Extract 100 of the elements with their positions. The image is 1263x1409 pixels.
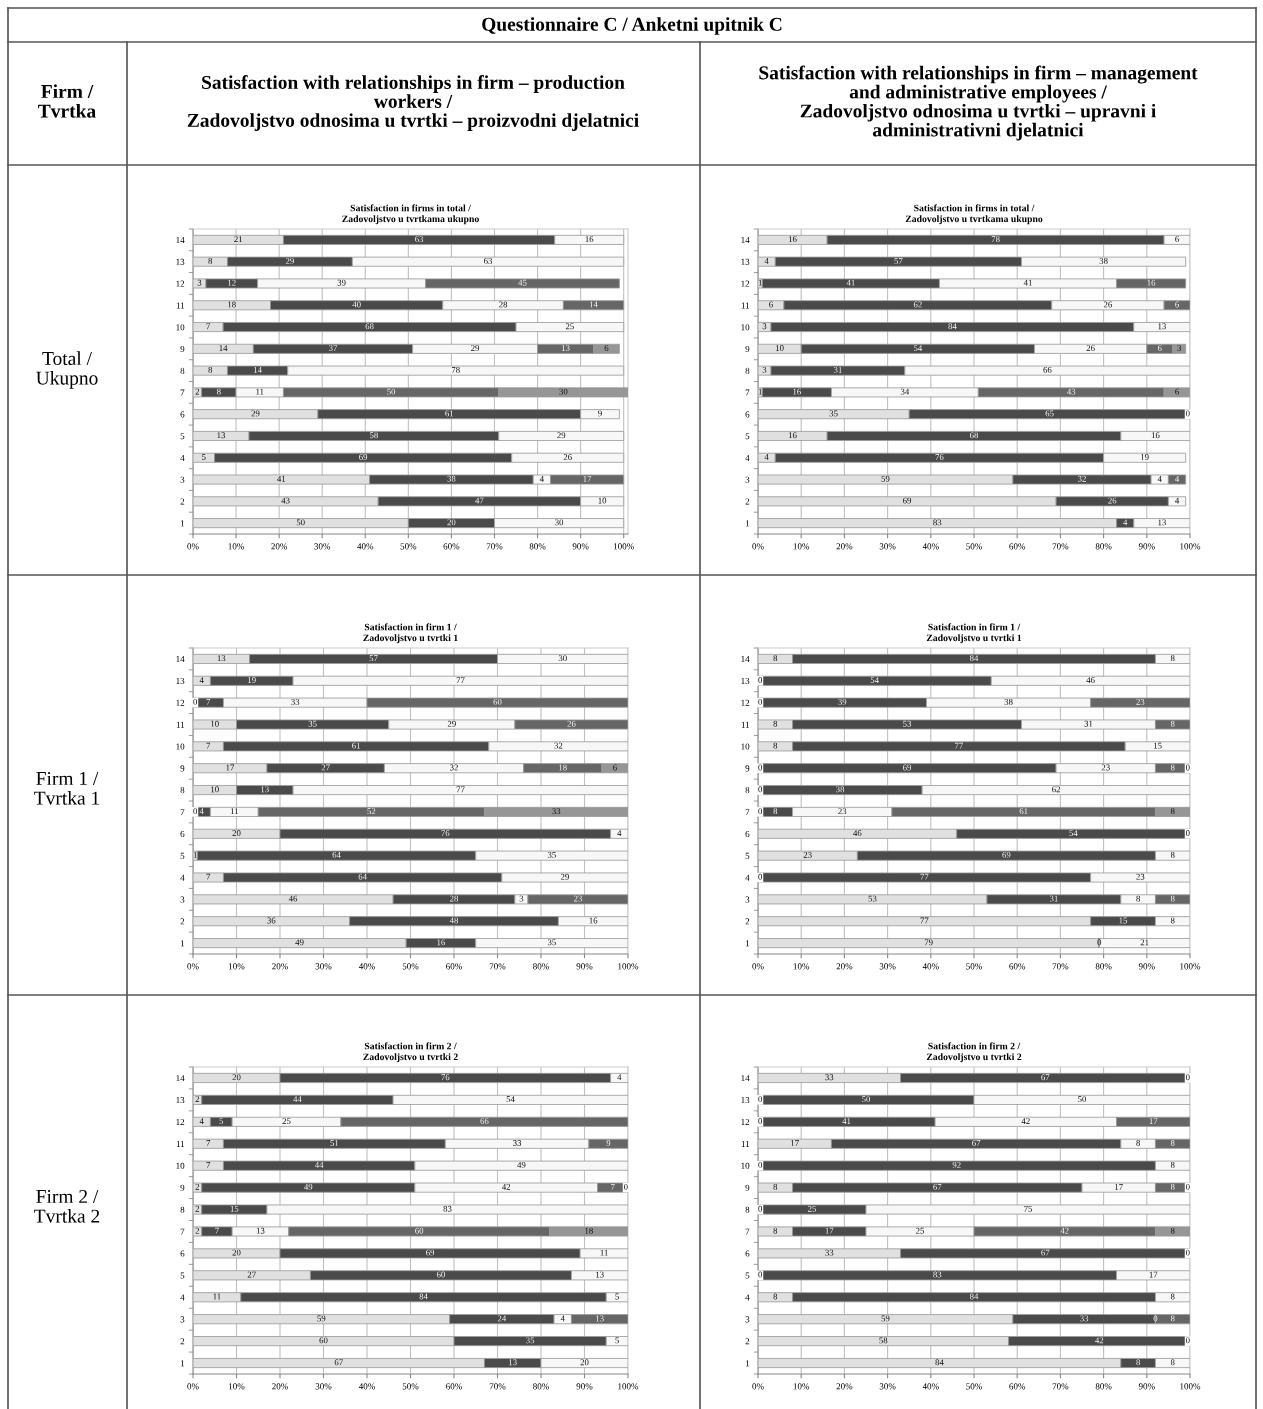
data-label: 8 bbox=[1170, 1293, 1175, 1300]
x-tick-label: 10% bbox=[229, 1383, 245, 1390]
y-tick-label: 7 bbox=[180, 389, 185, 396]
data-label: 16 bbox=[793, 388, 801, 395]
x-tick-label: 10% bbox=[793, 543, 810, 550]
x-tick-label: 20% bbox=[836, 543, 853, 550]
data-label: 8 bbox=[1170, 1140, 1175, 1146]
data-label: 13 bbox=[217, 655, 226, 662]
data-label: 4 bbox=[1175, 475, 1180, 482]
data-label: 0 bbox=[758, 786, 763, 793]
data-label: 16 bbox=[585, 236, 594, 243]
y-tick-label: 8 bbox=[180, 1206, 185, 1213]
x-tick-label: 80% bbox=[529, 543, 546, 550]
data-label: 12 bbox=[228, 279, 236, 286]
data-label: 79 bbox=[924, 939, 933, 946]
data-label: 7 bbox=[206, 742, 211, 749]
x-tick-label: 60% bbox=[446, 1383, 462, 1390]
data-label: 60 bbox=[493, 698, 502, 705]
data-label: 25 bbox=[282, 1118, 291, 1125]
data-label: 13 bbox=[217, 432, 226, 439]
data-label: 10 bbox=[598, 497, 607, 504]
data-label: 64 bbox=[358, 873, 367, 880]
data-label: 76 bbox=[441, 830, 450, 836]
data-label: 25 bbox=[916, 1227, 925, 1234]
data-label: 8 bbox=[1170, 1359, 1175, 1366]
data-label: 8 bbox=[1170, 655, 1175, 662]
y-tick-label: 8 bbox=[745, 1206, 750, 1213]
data-label: 0 bbox=[758, 1118, 763, 1125]
data-label: 21 bbox=[1140, 939, 1149, 946]
x-tick-label: 70% bbox=[1052, 1383, 1069, 1390]
y-tick-label: 11 bbox=[176, 302, 185, 309]
data-label: 8 bbox=[208, 257, 213, 264]
data-label: 8 bbox=[1170, 851, 1175, 858]
y-tick-label: 3 bbox=[745, 1316, 750, 1323]
x-tick-label: 20% bbox=[836, 963, 853, 970]
data-label: 54 bbox=[870, 677, 879, 683]
y-tick-label: 6 bbox=[745, 411, 750, 418]
data-label: 38 bbox=[1004, 698, 1013, 705]
data-label: 17 bbox=[226, 764, 235, 771]
data-label: 8 bbox=[1170, 764, 1175, 771]
x-tick-label: 70% bbox=[1052, 543, 1069, 550]
data-label: 23 bbox=[573, 895, 583, 902]
x-tick-label: 50% bbox=[966, 543, 982, 550]
data-label: 38 bbox=[1099, 257, 1108, 264]
data-label: 8 bbox=[1170, 1227, 1175, 1234]
data-label: 0 bbox=[1185, 1249, 1190, 1256]
y-tick-label: 14 bbox=[741, 656, 750, 663]
y-tick-label: 5 bbox=[745, 852, 750, 859]
data-label: 62 bbox=[1052, 786, 1060, 793]
data-label: 3 bbox=[519, 895, 524, 902]
data-label: 44 bbox=[293, 1096, 302, 1102]
text: Questionnaire C / Anketni upitnik C bbox=[482, 17, 782, 35]
x-tick-label: 80% bbox=[1095, 963, 1112, 970]
data-label: 8 bbox=[1136, 1140, 1141, 1146]
data-label: 7 bbox=[206, 699, 211, 705]
data-label: 33 bbox=[1080, 1315, 1089, 1322]
data-label: 64 bbox=[332, 851, 341, 858]
data-label: 35 bbox=[829, 410, 838, 417]
data-label: 8 bbox=[1170, 917, 1175, 924]
chart-title: Satisfaction in firm 2 / Zadovoljstvo u tvrtki 2 bbox=[363, 1042, 458, 1063]
x-tick-label: 40% bbox=[922, 1383, 939, 1390]
data-label: 8 bbox=[1170, 1161, 1175, 1168]
data-label: 59 bbox=[317, 1315, 326, 1322]
data-label: 69 bbox=[1002, 851, 1011, 858]
y-tick-label: 13 bbox=[741, 258, 750, 265]
y-tick-label: 9 bbox=[745, 1184, 750, 1191]
y-tick-label: 12 bbox=[741, 280, 750, 287]
text: Firm 2 / Tvrtka 2 bbox=[34, 1189, 100, 1223]
x-tick-label: 30% bbox=[879, 543, 896, 550]
y-tick-label: 9 bbox=[745, 765, 750, 772]
y-tick-label: 5 bbox=[745, 1272, 750, 1279]
x-tick-label: 50% bbox=[402, 1383, 419, 1390]
data-label: 41 bbox=[842, 1118, 851, 1124]
data-label: 66 bbox=[1043, 366, 1052, 373]
data-label: 6 bbox=[1175, 388, 1179, 395]
y-tick-label: 13 bbox=[741, 1097, 750, 1104]
data-label: 10 bbox=[211, 720, 219, 727]
x-tick-label: 0% bbox=[752, 963, 764, 970]
x-tick-label: 30% bbox=[879, 1383, 896, 1390]
y-tick-label: 9 bbox=[180, 1184, 185, 1191]
data-label: 3 bbox=[762, 323, 767, 330]
data-label: 30 bbox=[555, 519, 564, 526]
data-label: 52 bbox=[367, 808, 376, 815]
data-label: 23 bbox=[1136, 873, 1145, 880]
data-label: 15 bbox=[230, 1205, 239, 1212]
data-label: 33 bbox=[825, 1249, 834, 1256]
x-tick-label: 0% bbox=[187, 543, 199, 550]
chart-title: Satisfaction in firm 1 / Zadovoljstvo u tvrtki 1 bbox=[926, 623, 1022, 644]
data-label: 38 bbox=[836, 786, 845, 793]
y-tick-label: 2 bbox=[745, 498, 750, 505]
data-label: 67 bbox=[1041, 1074, 1050, 1081]
data-label: 2 bbox=[195, 1096, 200, 1102]
x-tick-label: 30% bbox=[315, 963, 332, 970]
data-label: 4 bbox=[199, 1118, 204, 1124]
data-label: 4 bbox=[764, 258, 769, 264]
x-tick-label: 40% bbox=[922, 543, 939, 550]
data-label: 8 bbox=[773, 720, 778, 727]
data-label: 30 bbox=[559, 388, 568, 395]
y-tick-label: 2 bbox=[180, 498, 185, 505]
y-tick-label: 14 bbox=[741, 1075, 750, 1082]
